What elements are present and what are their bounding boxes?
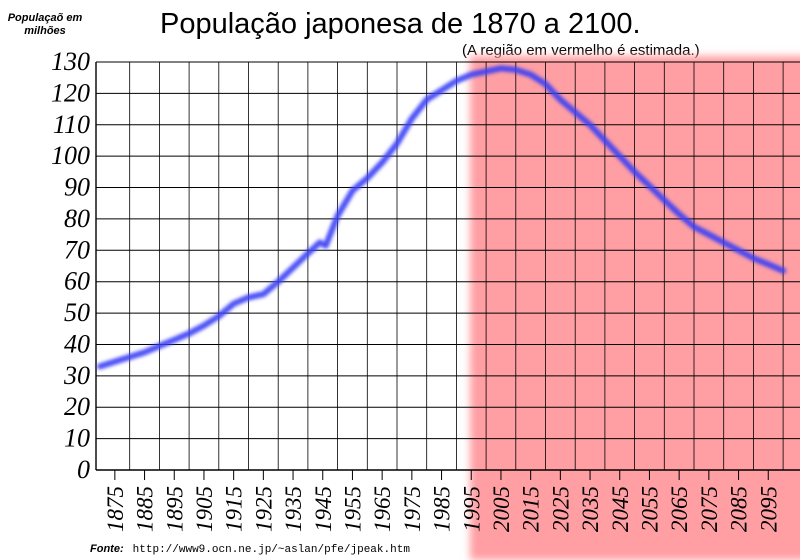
x-tick-label: 1975 — [400, 486, 425, 532]
chart-subtitle: (A região em vermelho é estimada.) — [462, 42, 700, 59]
x-tick-label: 1905 — [192, 486, 217, 532]
estimated-region — [470, 56, 800, 560]
chart-title: População japonesa de 1870 a 2100. — [160, 8, 641, 40]
y-axis-label: Populaçaõ em milhões — [7, 12, 83, 37]
x-tick-label: 2005 — [489, 486, 514, 532]
y-tick-label: 0 — [77, 455, 90, 484]
y-tick-label: 70 — [64, 235, 90, 264]
x-tick-label: 1875 — [103, 486, 128, 532]
source-label: Fonte: — [90, 543, 124, 555]
x-tick-label: 1895 — [162, 486, 187, 532]
x-tick-label: 2015 — [519, 486, 544, 532]
x-tick-label: 2085 — [727, 486, 752, 532]
x-tick-label: 1935 — [281, 486, 306, 532]
x-tick-label: 1985 — [430, 486, 455, 532]
y-tick-label: 50 — [64, 298, 90, 327]
x-tick-label: 2075 — [697, 486, 722, 532]
x-tick-label: 2055 — [637, 486, 662, 532]
x-tick-label: 1925 — [251, 486, 276, 532]
y-tick-label: 100 — [51, 141, 90, 170]
x-tick-label: 1995 — [459, 486, 484, 532]
x-tick-label: 2095 — [756, 486, 781, 532]
y-tick-label: 120 — [51, 78, 90, 107]
source-url: http://www9.ocn.ne.jp/~aslan/pfe/jpeak.h… — [132, 544, 410, 556]
series-line — [98, 66, 785, 368]
y-tick-label: 10 — [64, 424, 90, 453]
x-tick-label: 1885 — [133, 486, 158, 532]
x-tick-label: 1915 — [222, 486, 247, 532]
x-tick-label: 1955 — [340, 486, 365, 532]
x-tick-label: 2025 — [548, 486, 573, 532]
x-tick-label: 1945 — [311, 486, 336, 532]
y-tick-label: 110 — [53, 110, 90, 139]
y-tick-label: 40 — [64, 329, 90, 358]
y-tick-label: 60 — [64, 267, 90, 296]
y-tick-label: 90 — [64, 173, 90, 202]
y-tick-label: 130 — [51, 47, 90, 76]
source-note: Fonte: http://www9.ocn.ne.jp/~aslan/pfe/… — [90, 543, 410, 556]
y-tick-label: 20 — [64, 392, 90, 421]
x-tick-label: 2045 — [608, 486, 633, 532]
x-tick-label: 2035 — [578, 486, 603, 532]
y-tick-label: 30 — [63, 361, 90, 390]
x-tick-label: 2065 — [667, 486, 692, 532]
x-tick-label: 1965 — [370, 486, 395, 532]
y-tick-label: 80 — [64, 204, 90, 233]
